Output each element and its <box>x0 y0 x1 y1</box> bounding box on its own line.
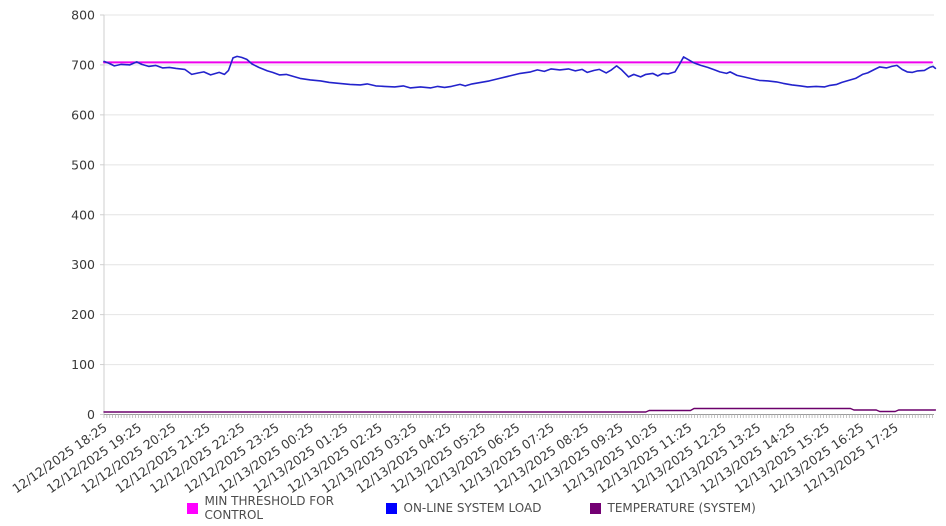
svg-text:400: 400 <box>71 207 95 222</box>
system-load-line <box>103 55 937 89</box>
system-load-swatch-icon <box>385 502 397 514</box>
legend-item-temperature[interactable]: TEMPERATURE (SYSTEM) <box>589 501 760 515</box>
legend-item-system-load[interactable]: ON-LINE SYSTEM LOAD <box>385 501 590 515</box>
temperature-swatch-icon <box>589 502 601 514</box>
svg-text:600: 600 <box>71 107 95 122</box>
y-axis-tick-labels: 0 100 200 300 400 500 600 700 800 <box>71 8 95 423</box>
min-threshold-swatch-icon <box>186 502 198 514</box>
chart-legend: MIN THRESHOLD FOR CONTROL ON-LINE SYSTEM… <box>0 494 946 522</box>
chart-canvas: 0 100 200 300 400 500 600 700 800 12/12/2025 18:2… <box>9 8 937 494</box>
svg-text:300: 300 <box>71 257 95 272</box>
y-gridlines <box>100 14 934 415</box>
svg-text:0: 0 <box>87 407 95 422</box>
svg-text:800: 800 <box>71 8 95 23</box>
svg-text:100: 100 <box>71 357 95 372</box>
svg-text:200: 200 <box>71 307 95 322</box>
legend-label-min-threshold: MIN THRESHOLD FOR CONTROL <box>204 494 334 522</box>
temperature-line <box>103 407 937 413</box>
x-axis-minor-ticks <box>103 414 933 418</box>
svg-text:500: 500 <box>71 157 95 172</box>
legend-label-system-load: ON-LINE SYSTEM LOAD <box>403 501 542 515</box>
legend-label-temperature: TEMPERATURE (SYSTEM) <box>607 501 756 515</box>
svg-text:700: 700 <box>71 57 95 72</box>
legend-item-min-threshold[interactable]: MIN THRESHOLD FOR CONTROL <box>186 494 386 522</box>
